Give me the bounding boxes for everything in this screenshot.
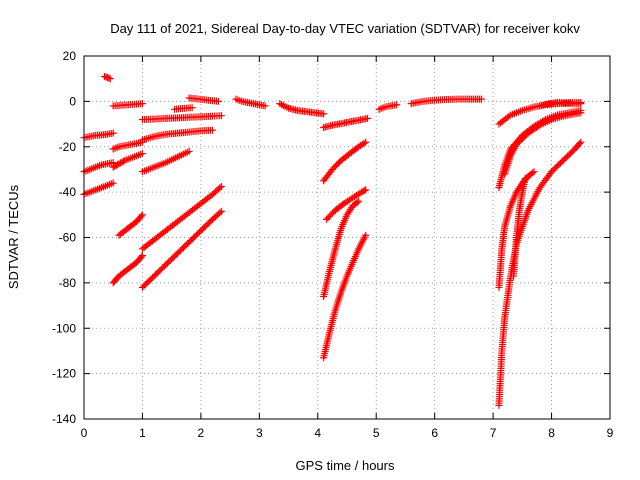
series-arc-29 bbox=[495, 168, 538, 291]
data-point bbox=[529, 169, 537, 177]
series-arc-21 bbox=[323, 186, 370, 223]
data-point bbox=[505, 112, 513, 120]
x-tick-label: 2 bbox=[198, 426, 205, 440]
y-tick-label: -140 bbox=[52, 412, 76, 426]
data-point bbox=[577, 138, 585, 146]
series-arc-16 bbox=[185, 94, 222, 105]
data-point bbox=[188, 104, 196, 112]
series-arc-31 bbox=[510, 175, 529, 280]
x-tick-label: 3 bbox=[256, 426, 263, 440]
y-axis-label: SDTVAR / TECUs bbox=[6, 184, 21, 289]
series-arc-12 bbox=[138, 147, 193, 176]
series-arc-01 bbox=[100, 72, 114, 83]
series-arc-08 bbox=[115, 211, 146, 239]
data-point bbox=[106, 75, 114, 83]
series-arc-19 bbox=[320, 114, 371, 131]
series-arc-07 bbox=[109, 150, 146, 171]
y-tick-label: 20 bbox=[63, 49, 77, 63]
series-arc-23 bbox=[320, 231, 370, 362]
axis-ticks: 0 1 2 3 4 5 6 7 8 9 20 0 -20 -40 -60 -80 -100 -120 -140 bbox=[52, 49, 614, 440]
x-tick-label: 0 bbox=[81, 426, 88, 440]
data-point bbox=[216, 184, 224, 192]
data-point bbox=[477, 95, 485, 103]
data-point bbox=[109, 129, 117, 137]
data-point bbox=[138, 211, 146, 219]
data-point bbox=[119, 157, 127, 165]
data-point bbox=[577, 99, 585, 107]
y-tick-label: -40 bbox=[59, 185, 77, 199]
x-tick-label: 7 bbox=[490, 426, 497, 440]
data-point bbox=[362, 231, 370, 239]
data-point bbox=[577, 109, 585, 117]
data-point bbox=[137, 212, 145, 220]
series-arc-06 bbox=[109, 138, 146, 153]
data-point bbox=[362, 138, 370, 146]
series-arc-13 bbox=[138, 182, 225, 253]
x-tick-label: 9 bbox=[607, 426, 614, 440]
data-points bbox=[80, 72, 585, 409]
y-tick-label: -80 bbox=[59, 276, 77, 290]
y-tick-label: 0 bbox=[69, 94, 76, 108]
data-point bbox=[576, 140, 584, 148]
data-point bbox=[363, 114, 371, 122]
data-point bbox=[138, 100, 146, 108]
series-arc-11 bbox=[138, 126, 217, 144]
data-point bbox=[216, 209, 224, 217]
series-arc-28 bbox=[501, 109, 585, 178]
y-tick-label: -100 bbox=[52, 321, 76, 335]
x-tick-label: 5 bbox=[373, 426, 380, 440]
grid bbox=[84, 56, 610, 419]
data-point bbox=[138, 150, 146, 158]
plot-frame bbox=[83, 55, 611, 420]
data-point bbox=[137, 253, 145, 261]
y-tick-label: -20 bbox=[59, 140, 77, 154]
series-arc-15 bbox=[171, 104, 196, 113]
series-arc-05 bbox=[109, 100, 146, 110]
x-tick-label: 8 bbox=[548, 426, 555, 440]
data-point bbox=[138, 252, 146, 260]
series-arc-10 bbox=[138, 112, 225, 124]
data-point bbox=[534, 122, 542, 130]
data-point bbox=[355, 197, 363, 205]
data-point bbox=[214, 97, 222, 105]
data-point bbox=[521, 175, 529, 183]
data-point bbox=[360, 187, 368, 195]
y-tick-label: -60 bbox=[59, 231, 77, 245]
series-arc-30 bbox=[495, 138, 585, 409]
series-arc-22 bbox=[320, 197, 363, 300]
data-point bbox=[320, 110, 328, 118]
data-point bbox=[217, 207, 225, 215]
series-arc-02 bbox=[80, 129, 117, 142]
y-tick-label: -120 bbox=[52, 367, 76, 381]
x-axis-label: GPS time / hours bbox=[296, 458, 395, 473]
data-point bbox=[353, 198, 361, 206]
data-point bbox=[362, 186, 370, 194]
series-arc-18 bbox=[276, 100, 328, 118]
series-arc-32 bbox=[536, 99, 585, 110]
data-point bbox=[217, 182, 225, 190]
data-point bbox=[185, 147, 193, 155]
x-tick-label: 4 bbox=[314, 426, 321, 440]
data-point bbox=[109, 179, 117, 187]
series-arc-04 bbox=[80, 179, 117, 198]
series-arc-14 bbox=[138, 207, 225, 291]
series-arc-25 bbox=[407, 95, 485, 108]
x-tick-label: 6 bbox=[431, 426, 438, 440]
series-arc-20 bbox=[320, 138, 370, 185]
data-point bbox=[261, 102, 269, 110]
data-point bbox=[217, 112, 225, 120]
data-point bbox=[393, 101, 401, 109]
series-arc-24 bbox=[375, 101, 401, 113]
data-point bbox=[209, 126, 217, 134]
data-point bbox=[530, 168, 538, 176]
chart-title: Day 111 of 2021, Sidereal Day-to-day VTE… bbox=[110, 21, 580, 36]
series-arc-09 bbox=[109, 252, 146, 287]
series-arc-17 bbox=[232, 95, 269, 110]
x-tick-label: 1 bbox=[139, 426, 146, 440]
